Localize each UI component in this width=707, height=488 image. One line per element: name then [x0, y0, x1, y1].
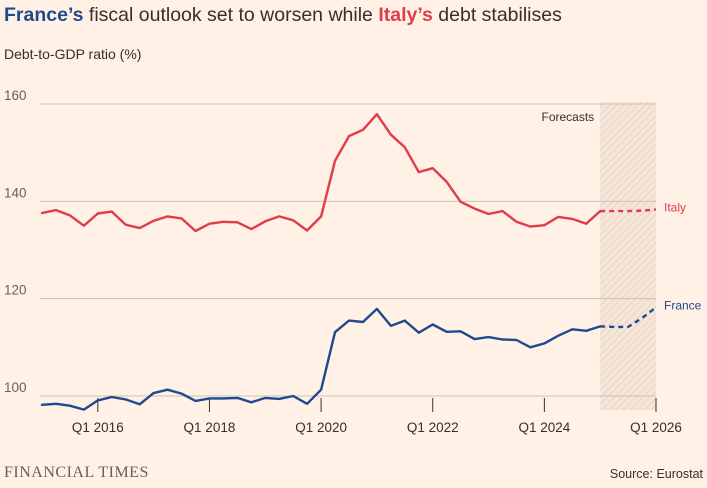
x-tick-label: Q1 2018 — [184, 420, 236, 435]
italy-line — [40, 112, 602, 233]
title-italy: Italy’s — [378, 4, 433, 26]
forecast-label: Forecasts — [541, 110, 594, 124]
x-tick-label: Q1 2022 — [407, 420, 459, 435]
chart-title: France’s fiscal outlook set to worsen wh… — [4, 2, 562, 28]
france-forecast-line — [600, 306, 657, 329]
y-tick-120: 120 — [4, 283, 27, 298]
france-series-label: France — [664, 298, 702, 312]
title-end: debt stabilises — [432, 4, 562, 26]
ft-logo: FINANCIAL TIMES — [4, 464, 149, 481]
y-tick-100: 100 — [4, 380, 27, 395]
x-tick-label: Q1 2020 — [295, 420, 347, 435]
france-line — [40, 307, 602, 411]
y-tick-140: 140 — [4, 185, 27, 200]
source-note: Source: Eurostat — [609, 467, 703, 481]
title-france: France’s — [4, 4, 84, 26]
title-middle: fiscal outlook set to worsen while — [83, 4, 379, 26]
x-tick-label: Q1 2024 — [518, 420, 570, 435]
italy-series-label: Italy — [664, 201, 686, 215]
forecast-shading — [600, 102, 656, 410]
x-tick-label: Q1 2026 — [630, 420, 682, 435]
y-tick-160: 160 — [4, 88, 27, 103]
italy-forecast-line — [600, 208, 657, 213]
x-tick-label: Q1 2016 — [72, 420, 124, 435]
y-axis-label: Debt-to-GDP ratio (%) — [4, 46, 142, 62]
